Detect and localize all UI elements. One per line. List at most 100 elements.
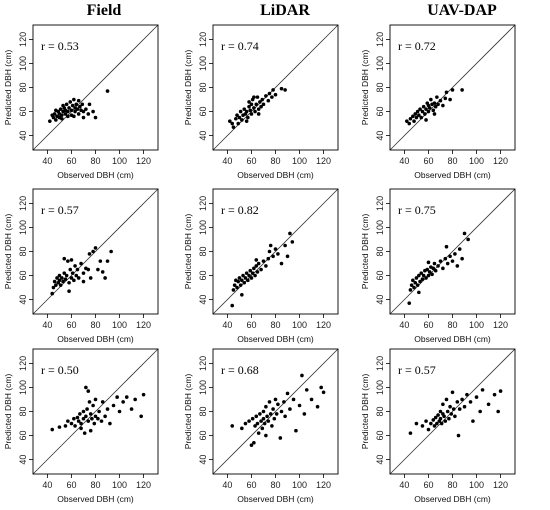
data-point [438, 98, 443, 103]
data-point [241, 273, 245, 278]
data-point [67, 106, 71, 110]
y-tick-label: 120 [198, 356, 208, 371]
data-point [69, 108, 74, 113]
data-point [266, 256, 271, 261]
y-axis-label: Predicted DBH (cm) [360, 50, 370, 126]
x-axis-label: Observed DBH (cm) [414, 170, 491, 180]
column-title-field: Field [87, 2, 122, 19]
data-point [246, 278, 250, 283]
data-point [54, 108, 58, 113]
data-point [85, 407, 89, 411]
data-point [228, 119, 232, 123]
x-axis-label: Observed DBH (cm) [237, 494, 314, 504]
y-tick-label: 40 [18, 131, 28, 141]
x-tick-label: 80 [90, 156, 100, 166]
data-point [96, 267, 100, 272]
data-point [309, 397, 314, 402]
data-point [279, 409, 284, 414]
data-point [58, 283, 63, 287]
data-point [429, 97, 433, 102]
data-point [64, 273, 69, 278]
data-point [75, 107, 80, 111]
data-point [52, 112, 57, 116]
data-point [498, 389, 503, 393]
data-point [240, 118, 244, 122]
data-point [442, 414, 446, 419]
y-tick-label: 80 [198, 246, 208, 256]
data-point [258, 412, 262, 416]
data-point [247, 100, 251, 104]
one-to-one-line [389, 348, 516, 475]
data-point [81, 409, 86, 414]
data-point [453, 252, 457, 256]
data-point [67, 280, 71, 285]
data-point [72, 278, 76, 283]
data-point [438, 259, 443, 263]
y-axis-label: Predicted DBH (cm) [3, 374, 13, 450]
data-point [447, 416, 451, 421]
data-point [417, 113, 421, 117]
data-point [236, 279, 241, 284]
data-point [86, 389, 91, 393]
data-point [121, 400, 125, 404]
data-point [283, 243, 287, 248]
x-tick-label: 60 [66, 156, 76, 166]
data-point [235, 113, 239, 117]
y-axis-label: Predicted DBH (cm) [183, 214, 193, 290]
data-point [496, 409, 500, 414]
data-point [87, 400, 92, 404]
data-point [432, 112, 437, 116]
y-tick-label: 100 [375, 380, 385, 395]
data-point [84, 385, 88, 390]
data-point [249, 102, 254, 107]
data-point [426, 109, 431, 114]
data-point [448, 404, 452, 409]
y-tick-label: 120 [198, 32, 208, 47]
y-tick-label: 40 [18, 295, 28, 305]
data-point [63, 277, 68, 281]
data-point [139, 414, 143, 419]
data-point [443, 256, 448, 261]
data-point [57, 273, 62, 278]
data-point [105, 89, 110, 93]
data-point [253, 424, 257, 428]
data-point [272, 416, 277, 421]
x-tick-label: 60 [423, 156, 433, 166]
data-point [462, 231, 467, 236]
data-point [264, 94, 268, 98]
data-point [420, 109, 425, 114]
x-tick-label: 40 [399, 156, 409, 166]
data-point [450, 390, 455, 395]
data-point [411, 114, 415, 119]
data-point [266, 419, 271, 423]
data-point [260, 97, 265, 102]
data-point [254, 102, 259, 107]
data-point [444, 397, 449, 402]
x-tick-label: 40 [42, 156, 52, 166]
data-point [270, 95, 274, 99]
data-point [256, 112, 261, 116]
y-tick-label: 120 [18, 356, 28, 371]
data-point [302, 412, 307, 416]
data-point [443, 419, 448, 423]
data-point [407, 121, 412, 126]
data-point [411, 278, 415, 283]
data-point [230, 424, 235, 428]
data-point [69, 258, 74, 262]
data-point [231, 125, 236, 129]
data-point [268, 412, 273, 416]
data-point [429, 421, 433, 426]
data-point [283, 88, 287, 92]
data-point [417, 273, 421, 278]
data-point [51, 285, 56, 290]
data-point [236, 121, 241, 126]
data-point [78, 104, 82, 109]
data-point [279, 261, 284, 266]
data-point [471, 419, 475, 423]
x-tick-label: 80 [90, 480, 100, 490]
data-point [237, 276, 242, 280]
data-point [443, 96, 448, 101]
data-point [460, 256, 464, 261]
